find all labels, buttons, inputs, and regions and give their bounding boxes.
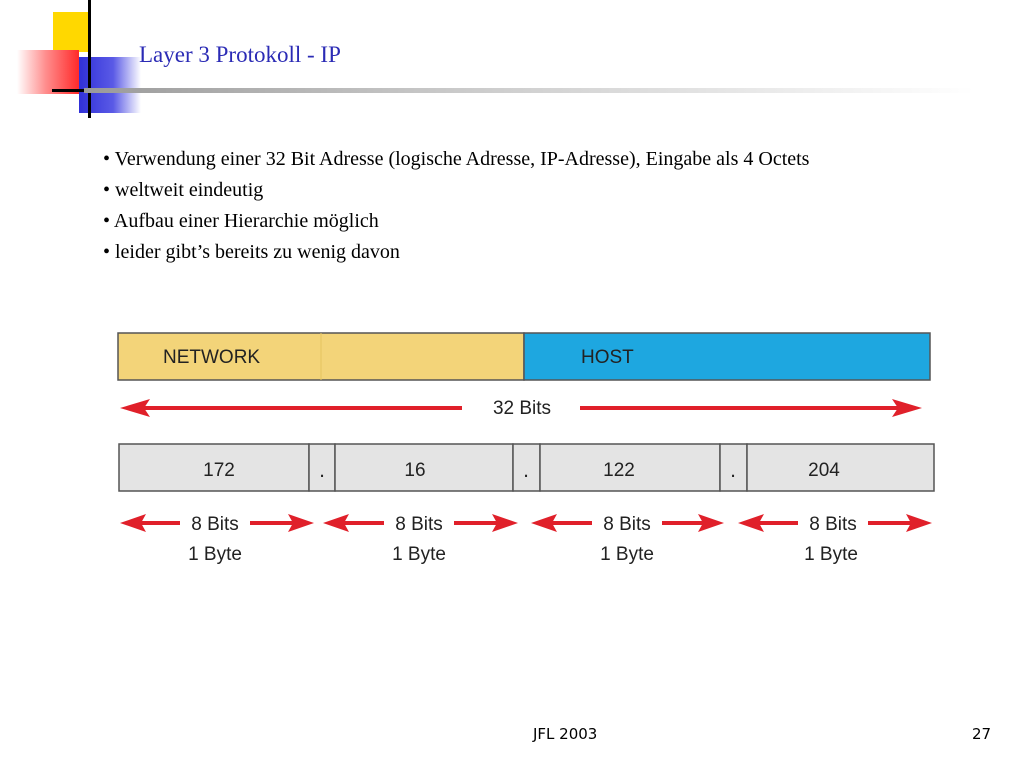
octet-box (746, 443, 935, 492)
octet-byte-label: 1 Byte (392, 544, 446, 565)
title-underline (84, 88, 974, 93)
octet-bit-arrow (531, 514, 724, 532)
octet-value: 172 (203, 460, 235, 481)
vertical-line (88, 0, 91, 118)
separator-dot: . (730, 459, 736, 482)
octet-byte-label: 1 Byte (600, 544, 654, 565)
yellow-square (53, 12, 91, 52)
octet-bits-label: 8 Bits (395, 514, 443, 535)
octet-value: 122 (603, 460, 635, 481)
total-bits-arrow (120, 399, 922, 417)
octet-bits-label: 8 Bits (603, 514, 651, 535)
octet-bit-arrow (120, 514, 314, 532)
octet-value: 204 (808, 460, 840, 481)
separator-box (719, 443, 748, 492)
octet-box (118, 443, 310, 492)
octet-value: 16 (404, 460, 425, 481)
octet-byte-label: 1 Byte (804, 544, 858, 565)
bullet-list: • Verwendung einer 32 Bit Adresse (logis… (103, 144, 809, 268)
separator-box (512, 443, 541, 492)
octet-bits-label: 8 Bits (809, 514, 857, 535)
bullet-item: • Aufbau einer Hierarchie möglich (103, 210, 379, 232)
octet-box (334, 443, 514, 492)
bullet-item: • Verwendung einer 32 Bit Adresse (logis… (103, 148, 810, 170)
host-label: HOST (581, 347, 634, 368)
octet-byte-label: 1 Byte (188, 544, 242, 565)
octet-row: 172 . 16 . 122 . 204 (118, 443, 935, 492)
horizontal-line (52, 89, 112, 92)
octet-bits-label: 8 Bits (191, 514, 239, 535)
octet-bit-arrow (323, 514, 518, 532)
host-field (523, 332, 931, 381)
slide-title: Layer 3 Protokoll - IP (139, 42, 341, 67)
network-label: NETWORK (163, 347, 260, 368)
separator-dot: . (319, 459, 325, 482)
octet-box (539, 443, 721, 492)
total-bits-label: 32 Bits (493, 398, 551, 419)
footer-text: JFL 2003 (533, 725, 598, 743)
bullet-item: • leider gibt’s bereits zu wenig davon (103, 241, 400, 263)
octet-bit-arrow (738, 514, 932, 532)
octet-arrows: 8 Bits 8 Bits 8 Bits 8 Bits 1 Byte 1 Byt… (120, 514, 932, 565)
corner-decoration (0, 0, 141, 120)
red-square (17, 50, 79, 94)
bullet-item: • weltweit eindeutig (103, 179, 264, 201)
page-number: 27 (972, 725, 992, 743)
separator-dot: . (523, 459, 529, 482)
